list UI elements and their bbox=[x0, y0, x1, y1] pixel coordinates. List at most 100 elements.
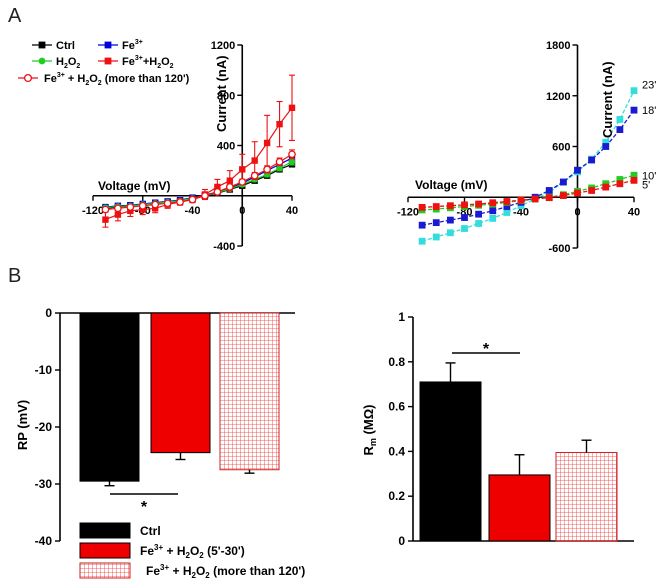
data-point bbox=[213, 188, 222, 196]
data-point bbox=[276, 120, 283, 128]
data-point bbox=[239, 166, 246, 173]
y-axis-label: Current (nA) bbox=[600, 61, 615, 138]
y-tick-label: -30 bbox=[35, 477, 53, 491]
data-point bbox=[630, 176, 638, 184]
data-point bbox=[23, 73, 33, 83]
data-point bbox=[102, 216, 109, 223]
data-point bbox=[276, 164, 283, 172]
data-point bbox=[446, 229, 454, 237]
data-point bbox=[238, 178, 247, 186]
x-tick-label: -120 bbox=[82, 205, 104, 217]
y-tick-label: -20 bbox=[35, 420, 53, 434]
x-axis-label: Voltage (mV) bbox=[415, 178, 487, 192]
data-point bbox=[151, 200, 160, 209]
legend-swatch bbox=[79, 522, 131, 539]
data-point bbox=[475, 210, 483, 218]
series-end-label: 10' bbox=[642, 170, 656, 182]
y-tick-label: 1800 bbox=[546, 40, 570, 52]
y-axis-label: Current (nA) bbox=[214, 55, 229, 132]
y-tick-label: 600 bbox=[552, 142, 570, 154]
y-tick-label: -40 bbox=[35, 534, 53, 548]
data-point bbox=[559, 192, 567, 199]
data-point bbox=[104, 57, 112, 65]
data-point bbox=[489, 207, 497, 215]
data-point bbox=[446, 202, 454, 210]
legend-label: H2O2 bbox=[56, 56, 80, 70]
series: 5' bbox=[418, 176, 650, 211]
y-tick-label: 0.6 bbox=[388, 400, 405, 414]
data-point bbox=[251, 157, 258, 164]
y-tick-label: -600 bbox=[548, 243, 570, 255]
data-point bbox=[503, 209, 511, 216]
bar bbox=[419, 381, 482, 542]
data-point bbox=[432, 233, 440, 241]
bar-legend: Ctrl Fe3+ + H2O2 (5'-30') Fe3+ + H2O2 (mor… bbox=[79, 522, 305, 580]
y-tick-label: 0 bbox=[398, 534, 405, 548]
legend-label: Fe3+ + H2O2 (more than 120') bbox=[146, 563, 305, 580]
data-point bbox=[489, 199, 497, 207]
data-point bbox=[432, 219, 440, 227]
legend-label: Fe3++H2O2 bbox=[122, 55, 174, 70]
significance-star: * bbox=[141, 499, 148, 516]
x-tick-label: 0 bbox=[574, 206, 580, 218]
series-line bbox=[105, 107, 293, 221]
y-tick-label: 1 bbox=[398, 310, 405, 324]
y-tick-label: -400 bbox=[213, 241, 235, 253]
data-point bbox=[38, 57, 46, 65]
chart-iv-timecourse: -120 -80 -40 0 40 -600 600 1200 1800 23' 18' 10'5'… bbox=[397, 40, 656, 255]
series-line bbox=[422, 179, 635, 209]
data-point bbox=[114, 204, 122, 213]
series-line bbox=[422, 109, 635, 226]
data-point bbox=[630, 171, 638, 179]
panel-label-a: A bbox=[8, 5, 22, 27]
y-tick-label: -10 bbox=[35, 363, 53, 377]
data-point bbox=[461, 214, 468, 221]
panel-label-b: B bbox=[8, 265, 21, 287]
data-point bbox=[559, 178, 567, 186]
data-point bbox=[616, 116, 624, 123]
data-point bbox=[101, 205, 110, 214]
data-point bbox=[475, 220, 483, 227]
data-point bbox=[163, 199, 172, 208]
data-point bbox=[574, 189, 581, 197]
data-point bbox=[602, 143, 610, 150]
x-tick-label: -80 bbox=[457, 206, 473, 218]
x-tick-label: -40 bbox=[185, 205, 201, 217]
data-point bbox=[288, 158, 296, 166]
data-point bbox=[531, 195, 539, 203]
series-end-label: 23' bbox=[642, 80, 656, 92]
x-axis-label: Voltage (mV) bbox=[98, 179, 170, 193]
data-point bbox=[616, 180, 624, 188]
data-point bbox=[263, 165, 271, 174]
data-point bbox=[418, 237, 426, 245]
data-point bbox=[104, 41, 112, 49]
bar bbox=[488, 474, 551, 542]
data-point bbox=[126, 203, 135, 211]
series-end-label: 18' bbox=[642, 105, 656, 117]
series: 18' bbox=[418, 105, 656, 229]
data-point bbox=[288, 150, 296, 159]
data-point bbox=[489, 214, 497, 222]
data-point bbox=[602, 183, 610, 191]
data-point bbox=[503, 198, 511, 205]
data-point bbox=[630, 106, 638, 114]
y-tick-label: 0.8 bbox=[388, 355, 405, 369]
y-tick-label: 0.2 bbox=[388, 489, 405, 503]
data-point bbox=[602, 138, 610, 146]
data-point bbox=[188, 195, 197, 204]
data-point bbox=[114, 211, 122, 218]
data-point bbox=[545, 187, 553, 194]
x-tick-label: -120 bbox=[397, 206, 419, 218]
data-point bbox=[630, 87, 638, 95]
bar bbox=[79, 312, 140, 482]
data-point bbox=[250, 171, 259, 180]
series-end-label: 5' bbox=[642, 179, 650, 191]
x-tick-label: 40 bbox=[628, 206, 640, 218]
y-tick-label: 800 bbox=[217, 90, 235, 102]
bar bbox=[555, 452, 618, 542]
chart-rp-bars: 0 -10 -20 -30 -40 * RP (mV) bbox=[15, 306, 295, 548]
legend-label: Ctrl bbox=[56, 40, 75, 52]
data-point bbox=[588, 187, 596, 194]
data-point bbox=[475, 200, 483, 208]
